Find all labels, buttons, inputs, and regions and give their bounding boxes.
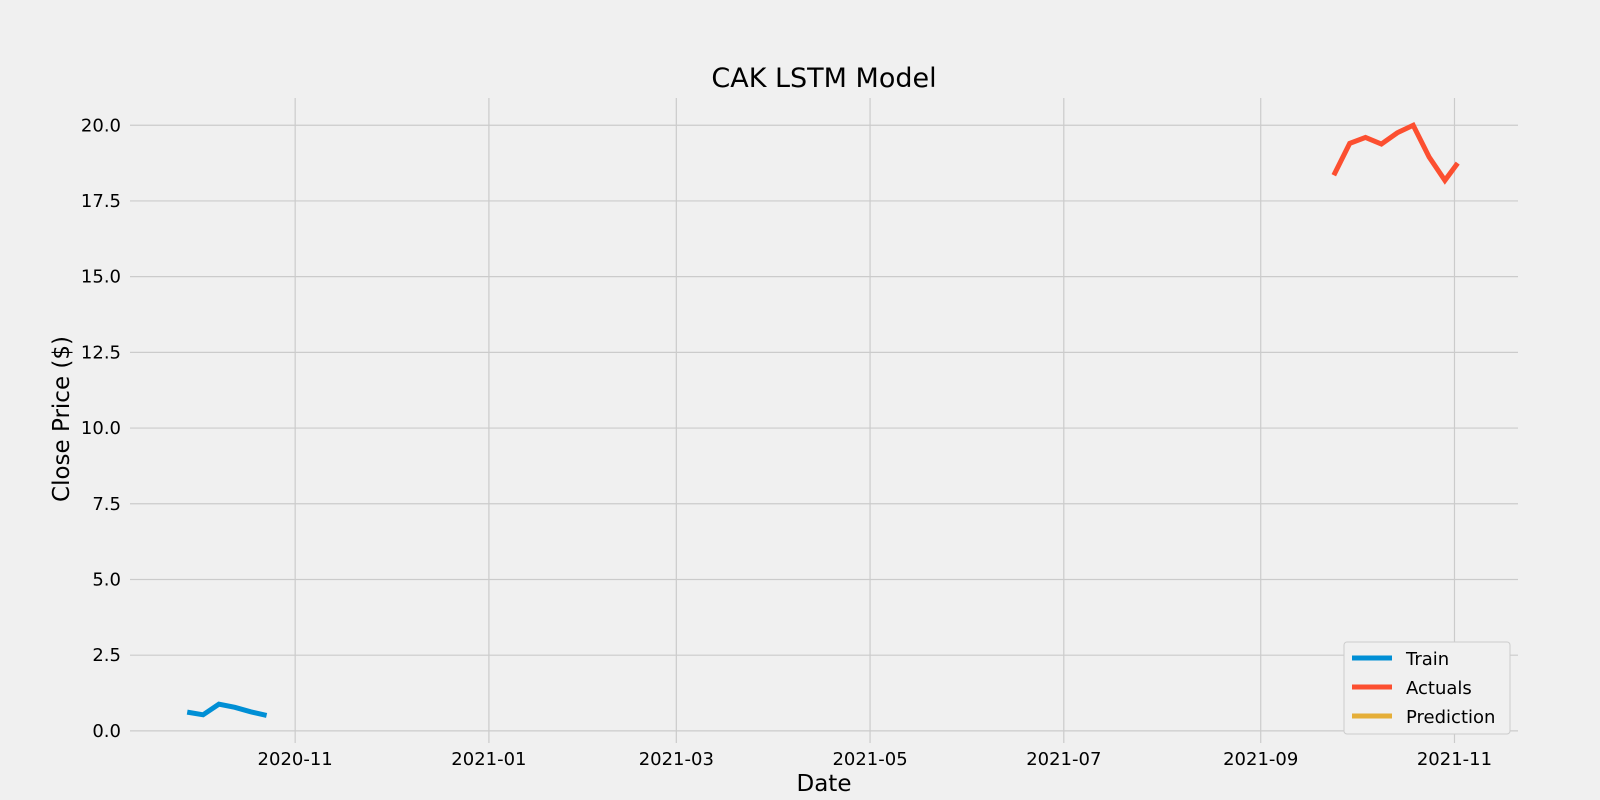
y-tick-label: 17.5 — [81, 191, 121, 212]
y-tick-label: 2.5 — [92, 645, 121, 666]
x-tick-label: 2021-05 — [832, 749, 907, 770]
legend: Train Actuals Prediction — [1343, 641, 1511, 735]
x-tick-label: 2020-11 — [258, 749, 333, 770]
y-tick-label: 7.5 — [92, 494, 121, 515]
x-grid — [294, 98, 1456, 743]
x-axis-label: Date — [797, 771, 852, 797]
y-tick-label: 12.5 — [81, 342, 121, 363]
series-line-train — [186, 701, 268, 718]
y-tick-label: 20.0 — [81, 115, 121, 136]
y-tick-label: 10.0 — [81, 418, 121, 439]
y-grid — [130, 124, 1518, 732]
x-tick-labels: 2020-11 2021-01 2021-03 2021-05 2021-07 2021-… — [258, 749, 1493, 770]
x-tick-label: 2021-01 — [451, 749, 526, 770]
y-tick-label: 15.0 — [81, 267, 121, 288]
y-tick-label: 5.0 — [92, 569, 121, 590]
y-tick-labels: 0.0 2.5 5.0 7.5 10.0 12.5 15.0 17.5 20.0 — [81, 115, 121, 742]
series-line-actuals — [1331, 121, 1460, 185]
series-layer — [186, 121, 1460, 718]
y-tick-label: 0.0 — [92, 721, 121, 742]
legend-label-train: Train — [1405, 649, 1449, 670]
x-tick-label: 2021-03 — [639, 749, 714, 770]
legend-label-actuals: Actuals — [1406, 678, 1472, 699]
legend-label-prediction: Prediction — [1406, 707, 1495, 728]
x-tick-label: 2021-09 — [1223, 749, 1298, 770]
x-tick-label: 2021-11 — [1417, 749, 1492, 770]
x-tick-label: 2021-07 — [1026, 749, 1101, 770]
chart-title: CAK LSTM Model — [711, 63, 936, 94]
legend-box — [1343, 641, 1511, 735]
y-axis-label: Close Price ($) — [49, 336, 75, 502]
